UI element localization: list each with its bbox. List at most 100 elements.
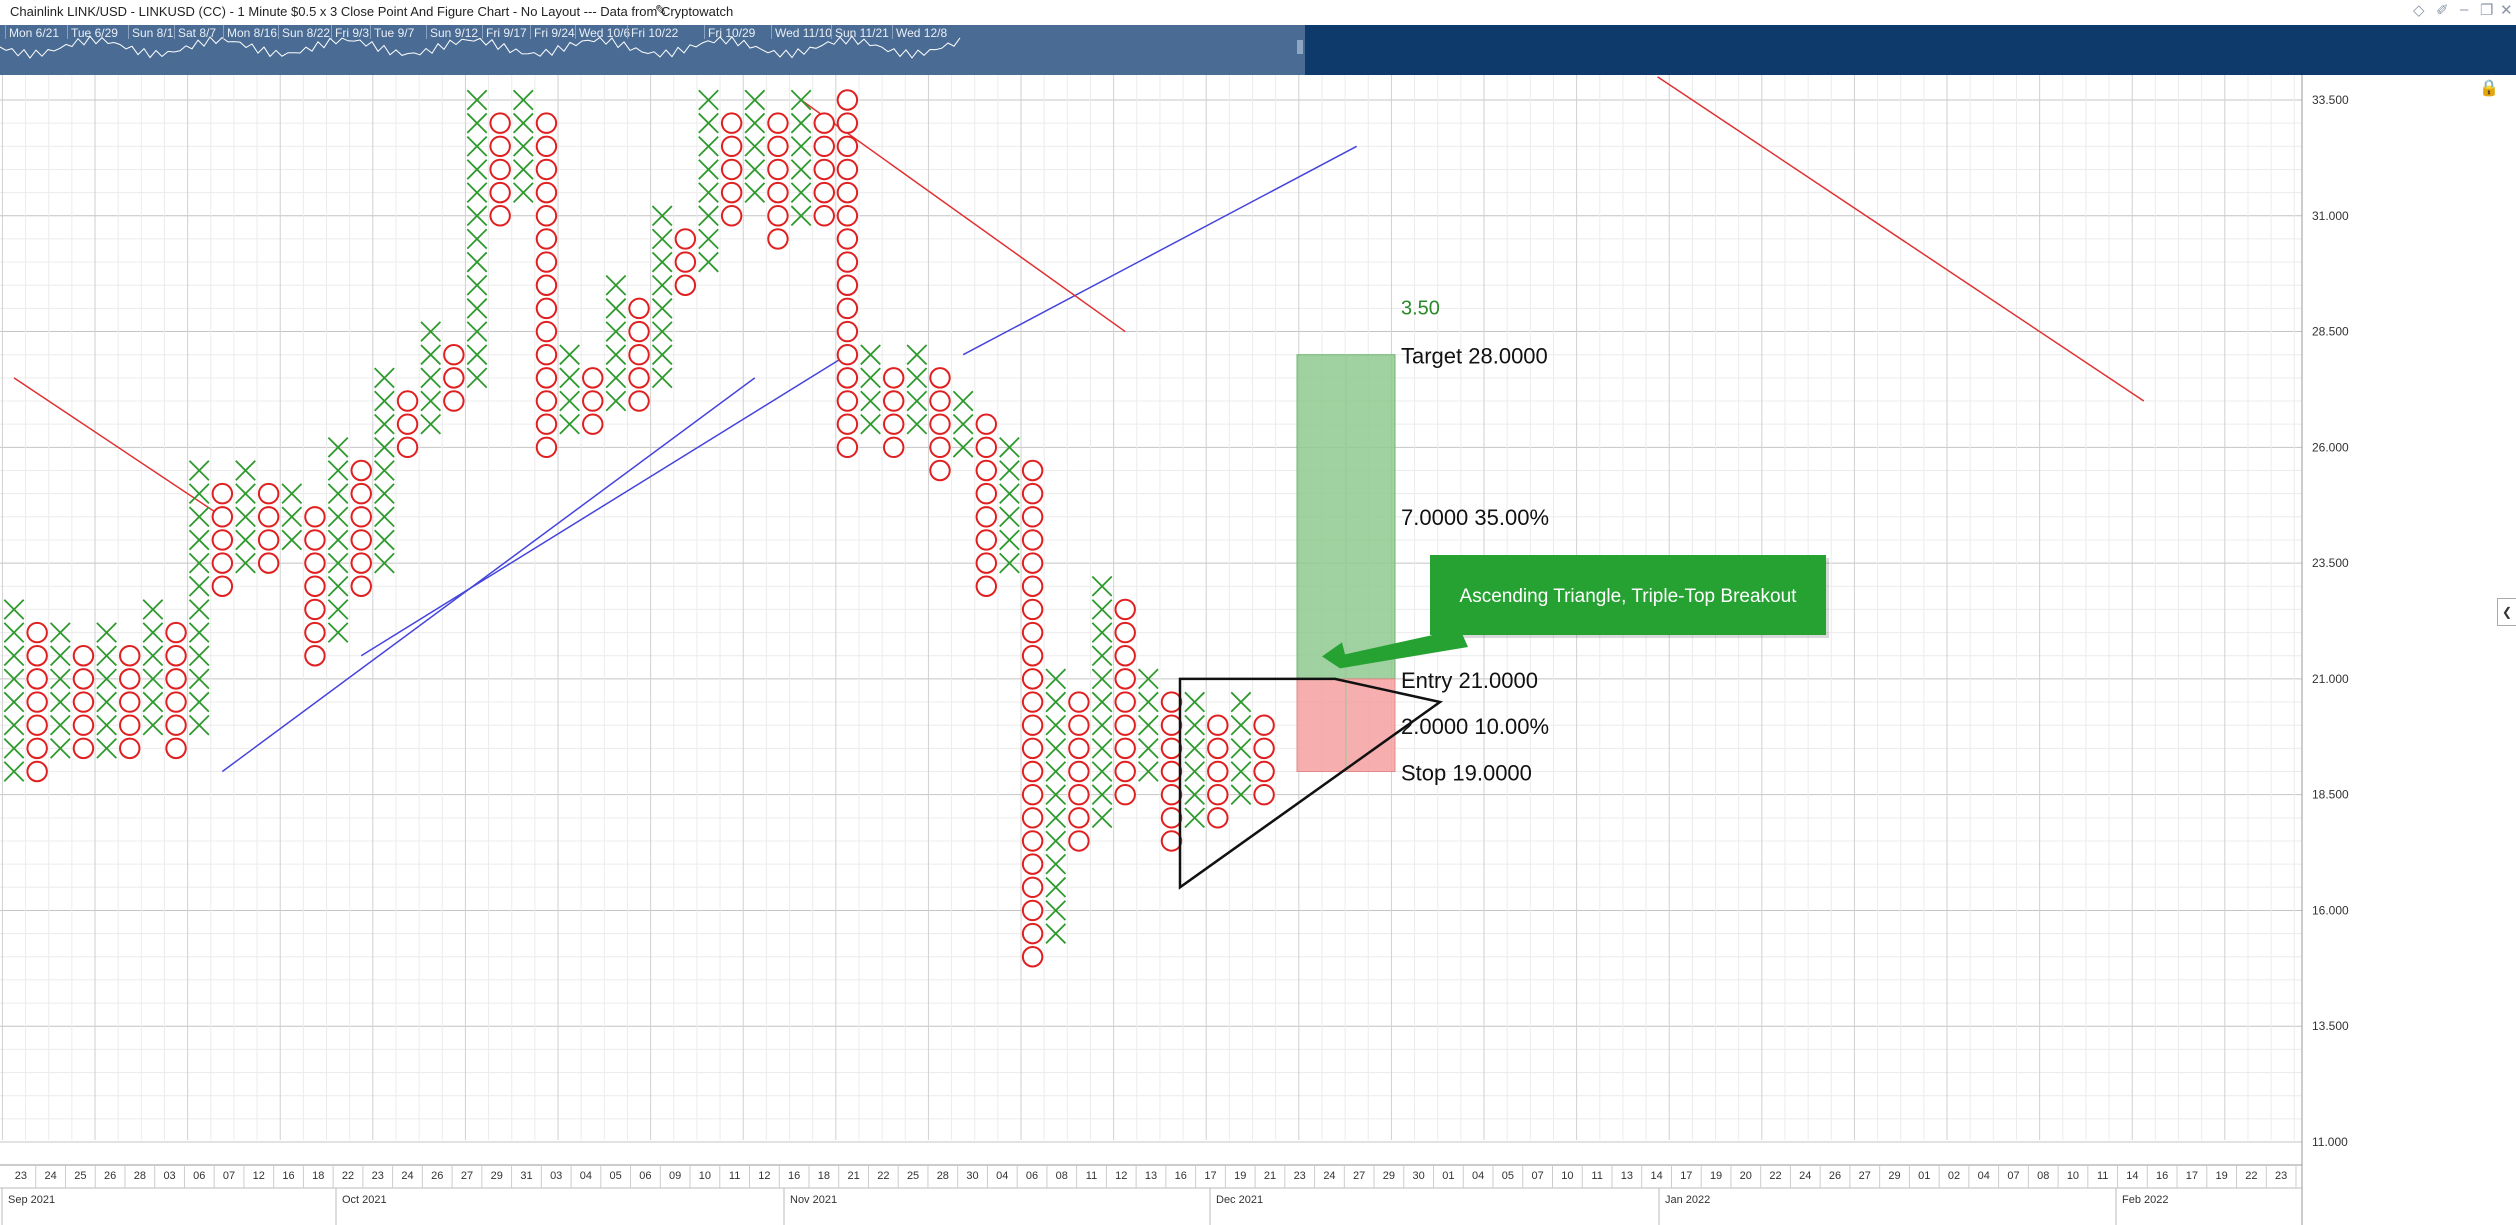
o-mark: [119, 645, 141, 667]
trendline: [360, 354, 848, 657]
pnf-chart[interactable]: 3.50 Target 28.0000 7.0000 35.00% Entry 21.…: [0, 75, 2516, 1225]
x-mark: [651, 274, 673, 296]
x-mark: [374, 390, 395, 412]
x-mark: [999, 506, 1020, 528]
navigator-date-sep: [174, 25, 175, 39]
pin-icon[interactable]: ✐: [2436, 2, 2449, 19]
x-mark: [1184, 714, 1206, 736]
x-mark: [698, 159, 719, 180]
chevron-left-icon[interactable]: ❮: [2497, 598, 2516, 626]
x-mark: [3, 761, 25, 782]
o-mark: [26, 714, 48, 736]
o-mark: [1253, 714, 1275, 736]
trendline: [1657, 76, 2145, 402]
navigator-drag-handle[interactable]: [1297, 40, 1303, 54]
x-mark: [374, 436, 395, 458]
y-tick-label: 26.000: [2312, 440, 2349, 454]
o-mark: [350, 459, 372, 482]
navigator-date-sep: [892, 25, 893, 39]
x-mark: [235, 483, 256, 505]
x-mark: [1045, 853, 1067, 875]
o-mark: [489, 158, 511, 181]
x-tick-label: 03: [550, 1170, 562, 1182]
o-mark: [929, 459, 951, 482]
navigator-sparkline: [0, 35, 961, 59]
o-mark: [628, 297, 650, 320]
x-mark: [96, 668, 117, 690]
x-mark: [698, 89, 719, 111]
o-mark: [1160, 691, 1183, 713]
navigator-date-label: Fri 9/17: [486, 26, 527, 40]
x-mark: [188, 529, 210, 551]
x-mark: [466, 228, 488, 250]
x-tick-label: 16: [2156, 1170, 2168, 1182]
x-mark: [698, 205, 719, 227]
diamond-icon[interactable]: ◇: [2413, 2, 2425, 19]
x-mark: [605, 298, 627, 319]
o-mark: [929, 413, 951, 435]
o-mark: [26, 645, 48, 667]
x-mark: [188, 483, 210, 505]
navigator-date-sep: [482, 25, 483, 39]
navigator-date-label: Tue 9/7: [374, 26, 415, 40]
x-mark: [698, 112, 719, 134]
x-mark: [605, 344, 627, 366]
x-mark: [512, 159, 534, 180]
x-mark: [142, 645, 164, 667]
x-mark: [327, 529, 349, 551]
o-mark: [1114, 714, 1136, 736]
o-mark: [443, 390, 465, 412]
trendline: [962, 145, 1358, 356]
o-mark: [1253, 737, 1275, 760]
x-mark: [1091, 622, 1113, 643]
x-tick-label: 29: [1383, 1170, 1395, 1182]
x-mark: [512, 135, 534, 157]
o-mark: [767, 158, 789, 181]
x-tick-label: 04: [996, 1170, 1008, 1182]
x-mark: [142, 622, 164, 643]
lock-icon[interactable]: 🔒: [2479, 80, 2499, 97]
o-mark: [836, 413, 859, 435]
o-mark: [350, 506, 372, 528]
x-mark: [860, 367, 881, 389]
x-mark: [744, 89, 766, 111]
x-mark: [999, 529, 1020, 551]
x-tick-label: 03: [163, 1170, 175, 1182]
close-icon[interactable]: ✕: [2500, 2, 2513, 19]
o-mark: [443, 367, 465, 389]
x-mark: [374, 506, 395, 528]
o-mark: [1021, 737, 1044, 760]
o-mark: [26, 621, 48, 644]
o-mark: [929, 367, 951, 389]
o-mark: [72, 668, 95, 690]
x-tick-label: 01: [1918, 1170, 1930, 1182]
o-mark: [165, 691, 187, 713]
x-mark: [1091, 575, 1113, 597]
o-mark: [304, 552, 326, 574]
x-mark: [281, 506, 303, 528]
x-mark: [651, 298, 673, 319]
restore-icon[interactable]: ❐: [2480, 2, 2494, 19]
x-mark: [1091, 599, 1113, 620]
y-tick-label: 11.000: [2312, 1135, 2348, 1149]
o-mark: [1021, 876, 1044, 899]
x-mark: [188, 714, 210, 736]
trade-labels: 3.50 Target 28.0000 7.0000 35.00% Entry 21.…: [1322, 297, 1829, 786]
x-mark: [559, 413, 580, 435]
x-tick-label: 23: [2275, 1170, 2287, 1182]
triangle-outline: [1178, 677, 1444, 890]
navigator-window[interactable]: [0, 25, 1305, 75]
x-mark: [1230, 737, 1252, 759]
x-mark: [188, 645, 210, 667]
pencil-icon[interactable]: ✎: [655, 2, 667, 18]
x-mark: [374, 552, 395, 574]
x-tick-label: 06: [193, 1170, 205, 1182]
o-mark: [582, 413, 604, 435]
x-tick-label: 23: [372, 1170, 384, 1182]
callout-arrow: [1322, 629, 1468, 669]
x-mark: [1045, 691, 1067, 713]
minimize-icon[interactable]: –: [2460, 1, 2469, 18]
o-mark: [582, 367, 604, 389]
x-tick-label: 28: [134, 1170, 146, 1182]
x-tick-label: 19: [1710, 1170, 1722, 1182]
